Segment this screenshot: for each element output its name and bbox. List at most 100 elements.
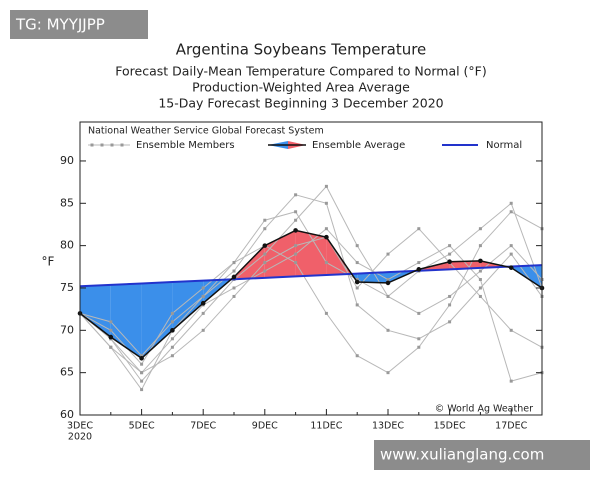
anomaly-fill — [449, 260, 481, 270]
ensemble-member-point — [263, 227, 267, 231]
ensemble-member-point — [509, 244, 513, 248]
legend-label: Ensemble Members — [136, 140, 235, 151]
x-year-label: 2020 — [68, 432, 92, 443]
x-tick-label: 5DEC — [129, 421, 155, 432]
anomaly-fill — [80, 284, 111, 338]
watermark: TG: MYYJJPP — [15, 16, 105, 34]
legend-title: National Weather Service Global Forecast… — [88, 126, 324, 137]
x-tick-label: 13DEC — [372, 421, 404, 432]
ensemble-member-point — [448, 320, 452, 324]
ensemble-member-point — [355, 303, 359, 307]
y-tick-label: 60 — [60, 408, 74, 421]
average-point — [108, 334, 114, 340]
average-point — [200, 300, 206, 306]
normal-line — [79, 264, 543, 288]
ensemble-member-point — [417, 227, 421, 231]
x-tick-label: 7DEC — [190, 421, 216, 432]
ensemble-member-point — [170, 354, 174, 358]
x-tick-label: 9DEC — [252, 421, 278, 432]
ensemble-member-point — [294, 261, 298, 265]
ensemble-member-point — [478, 286, 482, 290]
ensemble-member-point — [170, 311, 174, 315]
average-point — [293, 228, 298, 233]
anomaly-fill — [295, 230, 327, 277]
x-tick-label: 11DEC — [310, 421, 342, 432]
average-point — [416, 267, 422, 272]
average-point — [354, 279, 360, 285]
average-point — [478, 258, 483, 264]
y-axis-label: °F — [42, 255, 55, 269]
ensemble-member-point — [140, 379, 144, 383]
credit: © World Ag Weather — [435, 404, 533, 415]
ensemble-member-point — [509, 252, 513, 256]
ensemble-member-point — [201, 311, 205, 315]
ensemble-member-point — [324, 227, 328, 231]
ensemble-member-point — [140, 362, 144, 366]
ensemble-member-point — [294, 218, 298, 222]
ensemble-member-point — [201, 294, 205, 298]
average-point — [324, 234, 329, 240]
average-point — [385, 280, 391, 286]
anomaly-fill — [172, 280, 204, 331]
average-point — [262, 243, 268, 248]
ensemble-member-point — [232, 294, 236, 298]
ensemble-member-point — [417, 337, 421, 341]
ensemble-member-point — [448, 294, 452, 298]
ensemble-member-point — [294, 244, 298, 248]
ensemble-member-point — [355, 278, 359, 282]
average-point — [508, 265, 514, 270]
legend-label: Ensemble Average — [312, 140, 405, 151]
ensemble-member-point — [170, 337, 174, 341]
watermark: www.xulianglang.com — [380, 446, 544, 464]
average-point — [231, 274, 237, 280]
ensemble-member-point — [324, 184, 328, 188]
ensemble-member-point — [448, 244, 452, 248]
ensemble-member-point — [448, 252, 452, 256]
legend-label: Normal — [486, 140, 522, 151]
anomaly-fill — [141, 282, 173, 359]
ensemble-member-point — [355, 354, 359, 358]
ensemble-member-point — [448, 303, 452, 307]
x-tick-label: 15DEC — [434, 421, 466, 432]
chart-subtitle: Forecast Daily-Mean Temperature Compared… — [115, 64, 487, 79]
ensemble-member-point — [478, 244, 482, 248]
average-point — [139, 355, 144, 361]
watermark-box — [374, 440, 590, 470]
ensemble-member-point — [201, 328, 205, 332]
anomaly-fill — [110, 283, 142, 359]
ensemble-member-point — [263, 261, 267, 265]
ensemble-member-point — [386, 294, 390, 298]
ensemble-member-point — [478, 227, 482, 231]
ensemble-member-point — [509, 210, 513, 214]
chart-title: Argentina Soybeans Temperature — [176, 41, 427, 59]
ensemble-member-point — [386, 328, 390, 332]
legend-swatch — [90, 143, 94, 147]
ensemble-member-point — [140, 388, 144, 392]
ensemble-member-point — [263, 218, 267, 222]
legend-swatch — [120, 143, 124, 147]
ensemble-member-point — [109, 320, 113, 324]
legend-swatch — [100, 143, 104, 147]
ensemble-member-point — [232, 261, 236, 265]
ensemble-member-point — [201, 286, 205, 290]
ensemble-member-point — [509, 201, 513, 205]
ensemble-member-point — [355, 261, 359, 265]
average-line — [79, 229, 543, 360]
ensemble-member-point — [386, 278, 390, 282]
ensemble-member-point — [355, 286, 359, 290]
ensemble-member-point — [324, 201, 328, 205]
ensemble-member-point — [478, 269, 482, 273]
ensemble-member-point — [170, 320, 174, 324]
legend-swatch — [110, 143, 114, 147]
ensemble-member-line — [79, 228, 543, 374]
ensemble-member-point — [386, 252, 390, 256]
chart-subtitle: Production-Weighted Area Average — [192, 80, 410, 95]
y-tick-label: 70 — [60, 323, 74, 336]
ensemble-member-line — [79, 202, 543, 357]
ensemble-member-point — [417, 261, 421, 265]
ensemble-member-point — [294, 252, 298, 256]
watermark-box — [10, 10, 148, 39]
ensemble-member-point — [294, 210, 298, 214]
plot-frame — [79, 121, 543, 416]
